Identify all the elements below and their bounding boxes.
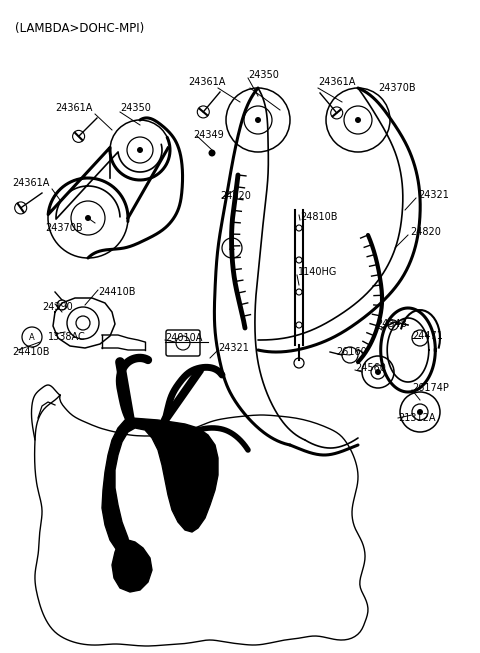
Text: 24410B: 24410B: [12, 347, 49, 357]
Circle shape: [417, 409, 423, 415]
Circle shape: [255, 117, 261, 123]
Text: 24321: 24321: [418, 190, 449, 200]
Text: 24321: 24321: [218, 343, 249, 353]
Text: 1338AC: 1338AC: [48, 332, 86, 342]
Text: 24820: 24820: [220, 191, 251, 201]
Text: 24390: 24390: [42, 302, 73, 312]
Text: 24370B: 24370B: [378, 83, 416, 93]
Text: 24361A: 24361A: [55, 103, 92, 113]
Polygon shape: [112, 540, 152, 592]
Text: 24010A: 24010A: [165, 333, 203, 343]
Text: 24810B: 24810B: [300, 212, 337, 222]
Text: 24349: 24349: [193, 130, 224, 140]
Circle shape: [137, 147, 143, 153]
Text: 26160: 26160: [336, 347, 367, 357]
Text: 26174P: 26174P: [412, 383, 449, 393]
Text: 24471: 24471: [412, 331, 443, 341]
Circle shape: [355, 117, 361, 123]
Text: 21312A: 21312A: [398, 413, 435, 423]
Text: 24350: 24350: [120, 103, 151, 113]
Text: 24560: 24560: [355, 363, 386, 373]
Text: 24350: 24350: [248, 70, 279, 80]
Text: 24370B: 24370B: [45, 223, 83, 233]
Text: (LAMBDA>DOHC-MPI): (LAMBDA>DOHC-MPI): [15, 22, 144, 35]
Text: 24361A: 24361A: [188, 77, 226, 87]
Text: 1140HG: 1140HG: [298, 267, 337, 277]
Polygon shape: [102, 418, 218, 558]
Text: 24820: 24820: [410, 227, 441, 237]
Circle shape: [85, 215, 91, 221]
Text: 24410B: 24410B: [98, 287, 135, 297]
Circle shape: [375, 369, 381, 375]
Circle shape: [208, 150, 216, 157]
Text: 24361A: 24361A: [12, 178, 49, 188]
Text: 24348: 24348: [376, 319, 407, 329]
Text: A: A: [229, 244, 235, 253]
Text: 24361A: 24361A: [318, 77, 355, 87]
Text: A: A: [29, 332, 35, 342]
Circle shape: [183, 443, 207, 467]
